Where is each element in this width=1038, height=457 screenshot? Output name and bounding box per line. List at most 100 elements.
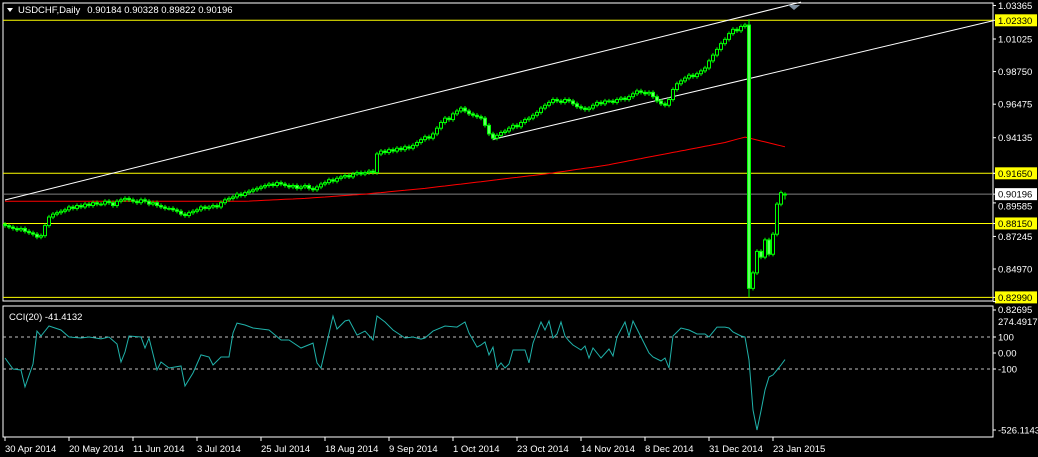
- candle: [59, 209, 63, 215]
- triangle-down-icon[interactable]: [7, 8, 13, 12]
- bullish-candle-body: [251, 189, 255, 192]
- candle: [523, 117, 527, 125]
- bearish-candle-body: [3, 223, 7, 227]
- bullish-candle-body: [603, 100, 607, 105]
- candle: [399, 146, 403, 152]
- bearish-candle-body: [427, 136, 431, 139]
- bullish-candle-body: [531, 114, 535, 119]
- bullish-candle-body: [231, 196, 235, 199]
- candle: [439, 120, 443, 131]
- cci-tick-label: 100: [998, 333, 1014, 344]
- candle: [751, 270, 755, 291]
- candle: [507, 126, 511, 134]
- candle: [539, 105, 543, 115]
- date-tick-label: 23 Oct 2014: [517, 444, 569, 455]
- bullish-candle-body: [683, 77, 687, 82]
- bullish-candle-body: [315, 186, 319, 191]
- bullish-candle-body: [387, 149, 391, 154]
- bullish-candle-body: [267, 183, 271, 186]
- bearish-candle-body: [643, 91, 647, 95]
- bullish-candle-body: [235, 193, 239, 198]
- candle: [55, 210, 59, 217]
- bullish-candle-body: [227, 197, 231, 201]
- candle: [135, 199, 139, 205]
- candle: [287, 183, 291, 190]
- bearish-candle-body: [23, 227, 27, 232]
- candle: [231, 194, 235, 201]
- bearish-candle-body: [655, 96, 659, 102]
- bullish-candle-body: [687, 74, 691, 79]
- price-plot[interactable]: [3, 1, 994, 298]
- candle: [103, 199, 107, 207]
- bullish-candle-body: [751, 272, 755, 289]
- price-tick-label: 0.84970: [998, 265, 1032, 276]
- bullish-candle-body: [667, 99, 671, 106]
- candle: [127, 196, 131, 202]
- candle: [347, 173, 351, 180]
- candle: [251, 187, 255, 194]
- candle: [115, 199, 119, 208]
- candle: [119, 197, 123, 204]
- candle: [575, 101, 579, 109]
- candle: [383, 148, 387, 155]
- cci-tick-label: -526.1143: [998, 426, 1038, 437]
- bullish-candle-body: [255, 187, 259, 191]
- bullish-candle-body: [535, 111, 539, 116]
- bullish-candle-body: [455, 110, 459, 115]
- price-tick-label: 0.87245: [998, 232, 1032, 243]
- candle: [611, 98, 615, 105]
- candle: [463, 105, 467, 114]
- channel-trendline[interactable]: [4, 1, 802, 201]
- bullish-candle-body: [443, 117, 447, 123]
- cci-plot[interactable]: [3, 314, 993, 431]
- bearish-candle-body: [111, 202, 115, 207]
- candle: [679, 78, 683, 86]
- candle: [755, 249, 759, 276]
- channel-trendline[interactable]: [492, 20, 994, 140]
- candle: [111, 200, 115, 208]
- bearish-candle-body: [215, 205, 219, 208]
- candle: [419, 137, 423, 145]
- symbol-timeframe: USDCHF,Daily: [18, 5, 81, 16]
- candle: [79, 203, 83, 210]
- candle: [527, 116, 531, 122]
- bearish-candle-body: [15, 227, 19, 231]
- candle: [63, 207, 67, 214]
- candle: [423, 134, 427, 142]
- bullish-candle-body: [199, 206, 203, 211]
- bearish-candle-body: [279, 182, 283, 185]
- bullish-candle-body: [451, 113, 455, 121]
- bullish-candle-body: [619, 97, 623, 101]
- candle: [227, 196, 231, 202]
- bullish-candle-body: [587, 107, 591, 111]
- bullish-candle-body: [731, 28, 735, 35]
- bullish-candle-body: [439, 121, 443, 129]
- candle: [311, 186, 315, 192]
- bearish-candle-body: [383, 150, 387, 154]
- bullish-candle-body: [191, 210, 195, 214]
- candle: [187, 210, 191, 218]
- bullish-candle-body: [499, 131, 503, 136]
- bid-price-label: 0.90196: [998, 190, 1032, 201]
- bullish-candle-body: [547, 101, 551, 106]
- bullish-candle-body: [595, 101, 599, 106]
- candle: [391, 147, 395, 154]
- bullish-candle-body: [543, 104, 547, 109]
- candle: [335, 176, 339, 184]
- candle: [387, 147, 391, 155]
- candle: [555, 97, 559, 104]
- bearish-candle-body: [583, 107, 587, 111]
- candle: [675, 81, 679, 92]
- bullish-candle-body: [495, 134, 499, 139]
- main-pane-border: [2, 2, 994, 302]
- bullish-candle-body: [123, 197, 127, 201]
- date-tick-label: 9 Sep 2014: [389, 444, 438, 455]
- candle: [431, 131, 435, 141]
- bullish-candle-body: [115, 200, 119, 207]
- candle: [223, 197, 227, 205]
- bullish-candle-body: [343, 174, 347, 178]
- bullish-candle-body: [187, 212, 191, 217]
- price-tick-label: 0.82695: [998, 305, 1032, 316]
- candle: [367, 169, 371, 175]
